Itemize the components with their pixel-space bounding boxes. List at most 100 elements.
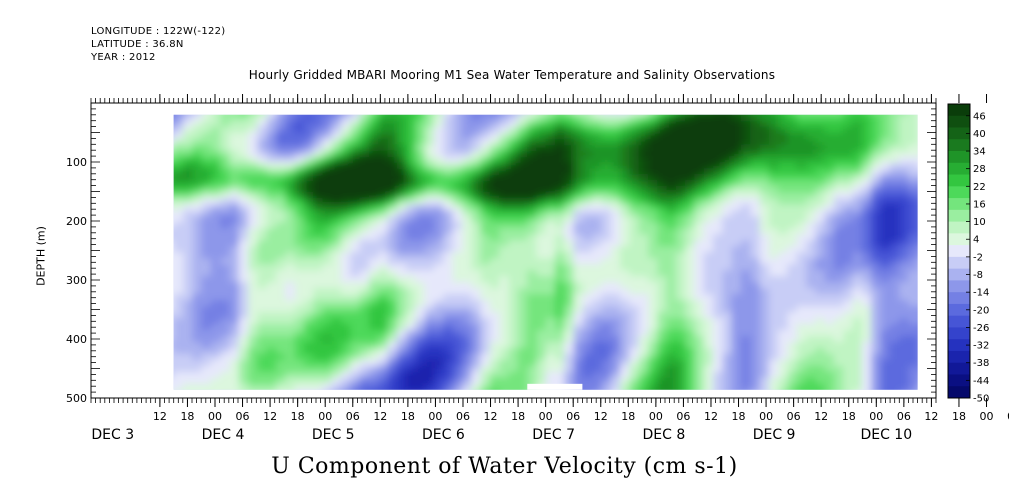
heatmap-cell [787,228,798,235]
heatmap-cell [806,198,816,206]
x-tick-label: 06 [787,410,801,423]
heatmap-cell [275,198,286,206]
heatmap-cell [582,294,593,301]
heatmap-cell [248,359,258,367]
heatmap-cell [285,300,296,307]
heatmap-cell [257,150,268,158]
heatmap-cell [489,294,500,301]
heatmap-cell [750,329,761,337]
heatmap-cell [778,103,788,110]
heatmap-cell [238,377,249,385]
heatmap-cell [545,180,556,188]
heatmap-cell [759,234,770,241]
heatmap-cell [601,359,612,367]
heatmap-cell [285,252,296,259]
heatmap-cell [396,365,407,373]
heatmap-cell [564,300,575,307]
heatmap-cell [889,318,900,325]
heatmap-cell [331,114,342,122]
heatmap-cell [760,396,770,403]
heatmap-cell [917,252,918,259]
heatmap-cell [536,126,547,134]
heatmap-cell [889,276,900,283]
heatmap-cell [545,150,556,158]
heatmap-cell [908,383,918,390]
heatmap-cell [248,216,258,223]
heatmap-cell [173,156,184,164]
heatmap-cell [275,371,286,379]
heatmap-cell [675,114,686,116]
heatmap-cell [173,150,175,158]
heatmap-cell [750,156,761,164]
heatmap-cell [768,312,779,319]
heatmap-cell [843,204,854,212]
heatmap-cell [685,228,696,235]
heatmap-cell [759,120,770,128]
heatmap-cell [210,264,221,271]
heatmap-cell [220,306,231,313]
heatmap-cell [201,329,212,337]
heatmap-cell [564,168,575,176]
heatmap-cell [285,347,296,355]
heatmap-cell [703,126,714,134]
heatmap-cell [564,234,575,241]
heatmap-cell [350,312,361,319]
heatmap-cell [508,264,519,271]
heatmap-cell [322,186,333,194]
heatmap-cell [778,383,789,390]
heatmap-cell [796,371,807,379]
heatmap-cell [620,252,630,259]
heatmap-cell [750,294,761,301]
heatmap-cell [564,156,575,164]
heatmap-cell [257,323,268,331]
heatmap-cell [647,126,658,134]
heatmap-cell [573,138,584,146]
heatmap-cell [173,389,184,390]
heatmap-cell [471,192,482,200]
heatmap-cell [201,371,212,379]
heatmap-cell [229,383,240,390]
heatmap-cell [675,168,686,176]
heatmap-cell [266,162,277,170]
heatmap-cell [480,174,491,182]
heatmap-cell [564,216,575,223]
heatmap-cell [173,329,184,337]
heatmap-cell [434,144,444,152]
heatmap-cell [778,329,789,337]
heatmap-cell [629,150,640,158]
heatmap-cell [536,365,547,373]
heatmap-cell [461,210,472,218]
heatmap-cell [303,288,314,295]
heatmap-cell [871,282,882,289]
heatmap-cell [387,228,398,235]
heatmap-cell [713,114,723,116]
heatmap-cell [182,162,193,170]
heatmap-cell [833,318,844,325]
heatmap-cell [796,234,807,241]
heatmap-cell [685,318,696,325]
heatmap-cell [294,276,305,283]
heatmap-cell [741,103,751,110]
heatmap-cell [685,383,696,390]
heatmap-cell [843,270,854,277]
heatmap-cell [685,180,696,188]
heatmap-cell [657,228,668,235]
heatmap-cell [201,282,212,289]
heatmap-cell [313,306,324,313]
heatmap-cell [917,246,918,253]
heatmap-cell [592,341,603,349]
heatmap-cell [368,240,379,247]
heatmap-cell [341,341,351,349]
heatmap-cell [889,288,900,295]
heatmap-cell [275,258,286,265]
heatmap-cell [396,120,407,128]
heatmap-cell [350,365,361,373]
heatmap-cell [155,187,165,194]
heatmap-cell [220,312,231,319]
heatmap-cell [285,150,296,158]
heatmap-cell [629,228,640,235]
heatmap-cell [880,264,891,271]
heatmap-cell [880,234,891,241]
heatmap-cell [155,300,165,307]
heatmap-cell [657,144,668,152]
